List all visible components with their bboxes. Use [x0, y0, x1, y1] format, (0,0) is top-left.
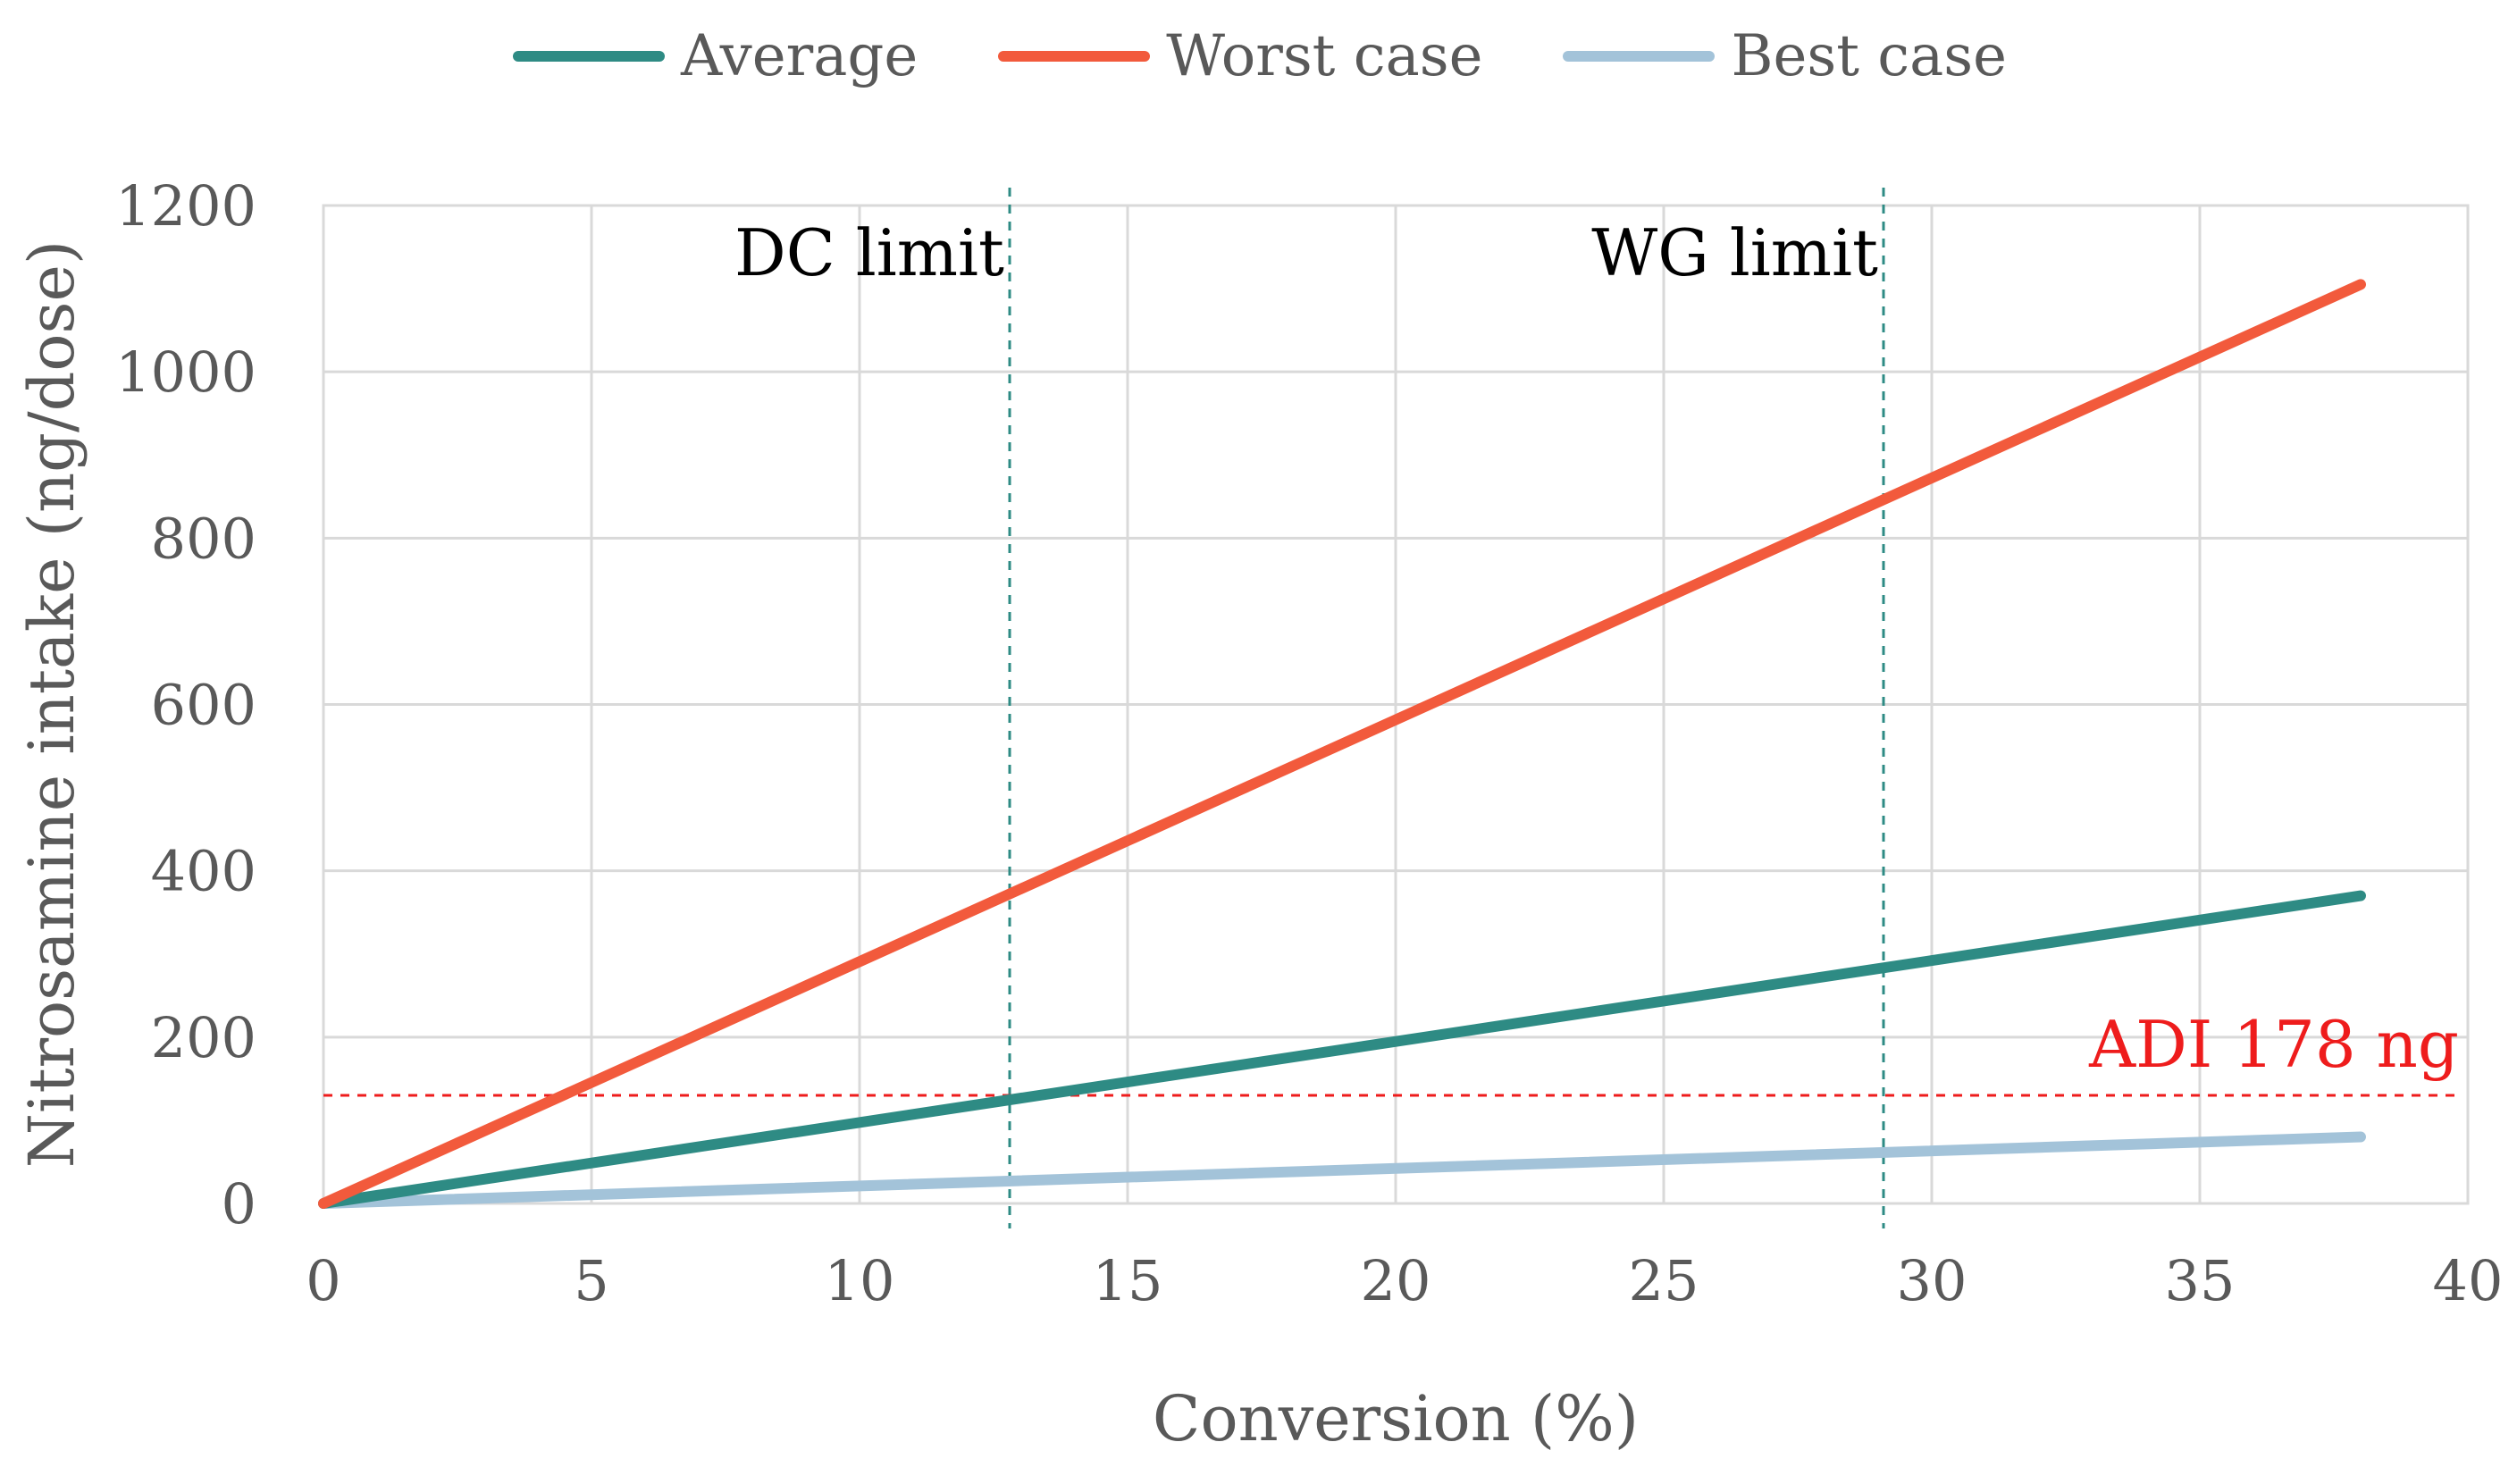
legend-swatch-average	[513, 51, 666, 62]
annotation-wg-limit: WG limit	[1591, 215, 1878, 290]
y-axis-title: Nitrosamine intake (ng/dose)	[15, 240, 88, 1168]
x-tick-label: 15	[1093, 1248, 1163, 1313]
reference-lines	[323, 188, 2459, 1228]
legend-label-average: Average	[681, 23, 919, 89]
series-line-best-case	[318, 1131, 2366, 1209]
series-line-worst-case	[318, 279, 2366, 1209]
x-tick-label: 20	[1361, 1248, 1431, 1313]
x-axis-title: Conversion (%)	[1153, 1382, 1639, 1455]
y-tick-label: 800	[151, 506, 256, 571]
x-tick-label: 5	[574, 1248, 608, 1313]
legend-label-best-case: Best case	[1731, 23, 2007, 89]
series-lines	[318, 279, 2366, 1209]
y-tick-label: 1200	[115, 173, 256, 239]
chart-legend: Average Worst case Best case	[500, 16, 2019, 96]
annotation-dc-limit: DC limit	[734, 215, 1004, 290]
y-tick-label: 200	[151, 1005, 256, 1070]
legend-item-best-case: Best case	[1563, 23, 2007, 89]
annotations: DC limit WG limit ADI 178 ng	[734, 215, 2459, 1082]
series-line-average	[318, 890, 2366, 1209]
y-tick-label: 600	[151, 673, 256, 738]
y-tick-label: 1000	[115, 340, 256, 405]
y-tick-label: 400	[151, 839, 256, 904]
x-tick-label: 35	[2165, 1248, 2236, 1313]
x-tick-label: 0	[306, 1248, 340, 1313]
x-tick-label: 30	[1897, 1248, 1967, 1313]
plot-area-border	[322, 204, 2470, 1205]
legend-label-worst-case: Worst case	[1166, 23, 1483, 89]
legend-item-average: Average	[513, 23, 918, 89]
x-tick-label: 10	[825, 1248, 895, 1313]
x-tick-label: 25	[1629, 1248, 1699, 1313]
annotation-adi: ADI 178 ng	[2088, 1007, 2459, 1082]
legend-swatch-worst-case	[998, 51, 1151, 62]
legend-swatch-best-case	[1563, 51, 1716, 62]
y-tick-label: 0	[222, 1171, 256, 1237]
legend-item-worst-case: Worst case	[998, 23, 1482, 89]
x-tick-label: 40	[2433, 1248, 2504, 1313]
